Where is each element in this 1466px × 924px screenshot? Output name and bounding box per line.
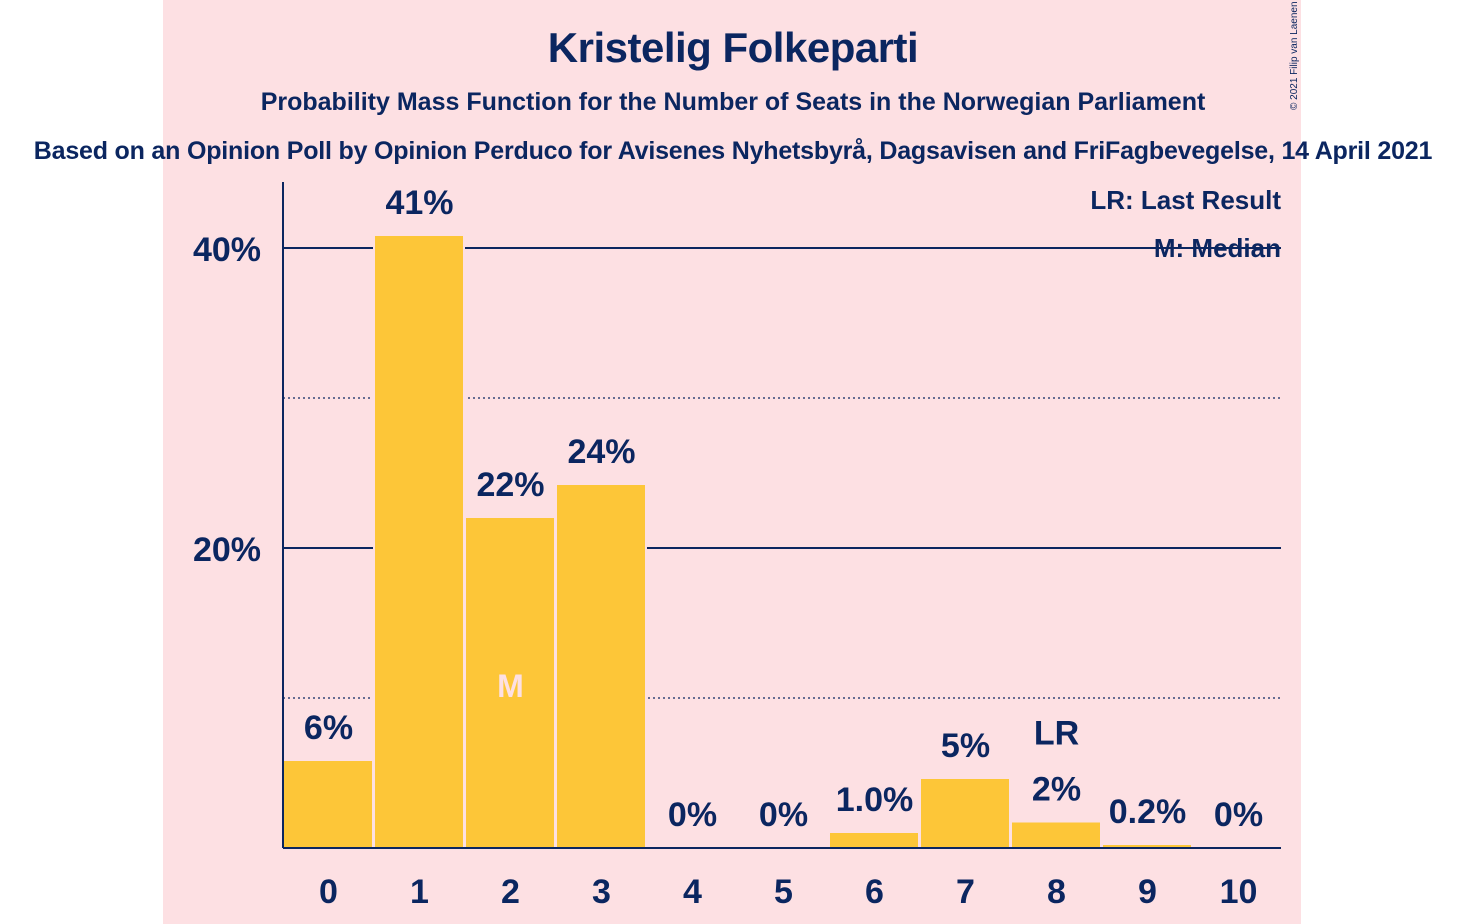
data-label: 5% [941,727,990,765]
y-tick-label: 40% [193,231,261,269]
chart-source-line: Based on an Opinion Poll by Opinion Perd… [33,137,1433,165]
legend-last-result: LR: Last Result [1090,185,1281,215]
chart-title: Kristelig Folkeparti [547,24,919,71]
bar [1103,845,1191,848]
bar [466,518,554,848]
data-label: 0% [668,796,717,834]
bar [375,236,463,848]
x-tick-label: 7 [956,873,975,911]
x-tick-label: 10 [1220,873,1258,911]
data-label: 41% [385,184,453,222]
median-marker: M [497,668,524,704]
data-label: 0.2% [1109,793,1187,831]
x-tick-label: 1 [410,873,429,911]
x-tick-label: 8 [1047,873,1066,911]
bar [830,833,918,848]
x-tick-label: 9 [1138,873,1157,911]
x-tick-label: 6 [865,873,884,911]
x-tick-label: 4 [683,873,702,911]
data-label: 24% [567,433,635,471]
bar [284,761,372,848]
x-tick-label: 0 [319,873,338,911]
bar [557,485,645,848]
data-label: 0% [759,796,808,834]
chart-subtitle: Probability Mass Function for the Number… [260,88,1206,116]
x-tick-label: 5 [774,873,793,911]
legend-median: M: Median [1154,233,1281,263]
bar [1012,822,1100,848]
data-label: 22% [476,466,544,504]
data-label: 1.0% [836,781,914,819]
x-tick-label: 2 [501,873,520,911]
last-result-marker: LR [1034,715,1079,753]
data-label: 2% [1032,771,1081,809]
data-label: 6% [304,709,353,747]
data-label: 0% [1214,796,1263,834]
bar [921,779,1009,848]
y-tick-label: 20% [193,531,261,569]
x-tick-label: 3 [592,873,611,911]
